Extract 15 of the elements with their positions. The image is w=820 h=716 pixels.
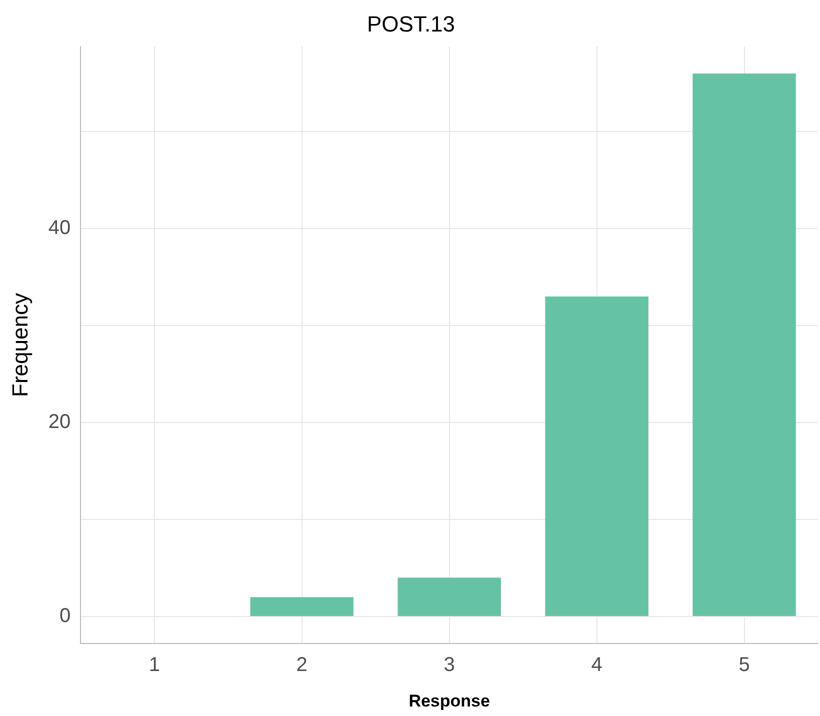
- bar: [250, 597, 354, 616]
- x-tick-label: 5: [738, 654, 750, 676]
- y-tick-label: 20: [48, 411, 71, 434]
- x-axis-title: Response: [408, 691, 490, 710]
- x-tick-label: 4: [591, 654, 602, 676]
- bar: [545, 296, 648, 616]
- x-tick-label: 3: [444, 654, 455, 676]
- bar: [692, 74, 796, 616]
- bar: [398, 578, 501, 616]
- y-tick-label: 0: [60, 604, 71, 627]
- y-tick-label: 40: [48, 217, 71, 240]
- x-tick-label: 2: [296, 654, 308, 676]
- x-tick-label: 1: [148, 654, 160, 676]
- chart-title: POST.13: [366, 11, 456, 36]
- y-axis-title: Frequency: [7, 293, 32, 397]
